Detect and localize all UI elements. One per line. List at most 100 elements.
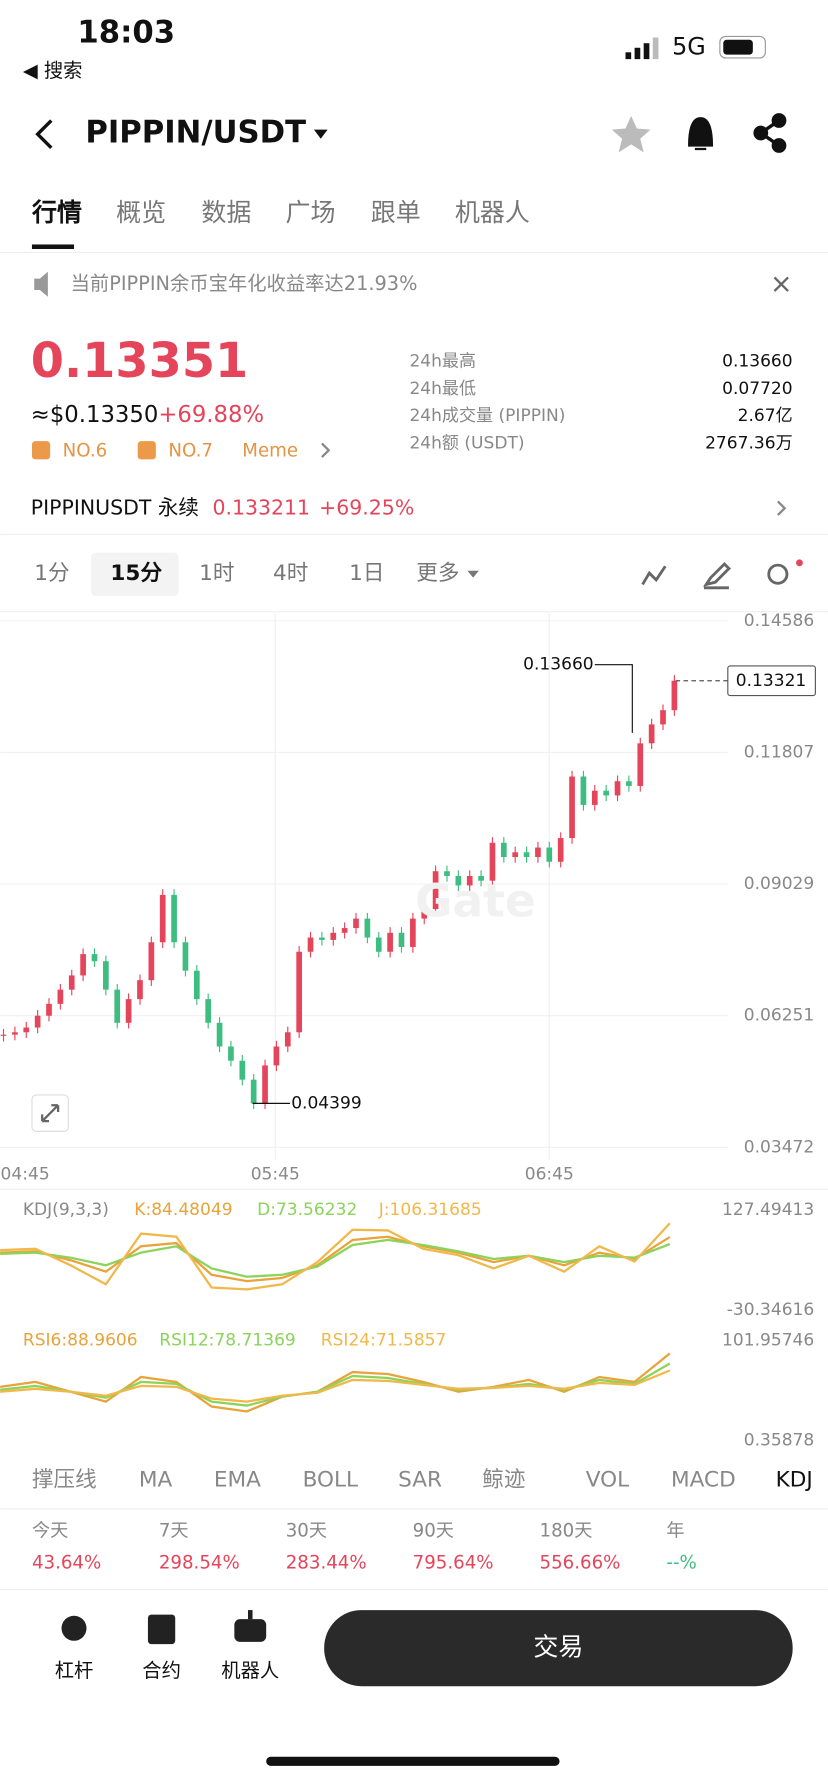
perp-row[interactable]: PIPPINUSDT 永续 0.133211 +69.25% <box>31 495 414 519</box>
interval[interactable]: 1时 <box>199 561 234 586</box>
interval[interactable]: 更多 <box>416 561 459 586</box>
candle <box>660 710 666 725</box>
stat-value: 0.07720 <box>722 379 793 399</box>
candle <box>591 790 598 805</box>
candle <box>421 909 428 919</box>
candle <box>466 875 473 886</box>
tab[interactable]: 跟单 <box>371 198 421 227</box>
candle <box>341 928 348 933</box>
pair-title[interactable]: PIPPIN/USDT <box>85 116 306 151</box>
tab[interactable]: 行情 <box>31 198 82 227</box>
notice: 当前PIPPIN余币宝年化收益率达21.93% <box>71 272 418 295</box>
indicator-tab[interactable]: BOLL <box>303 1467 359 1492</box>
candle <box>307 937 314 952</box>
candle <box>398 932 405 948</box>
candle <box>557 838 564 862</box>
interval[interactable]: 4时 <box>273 561 308 586</box>
indicator-tab[interactable]: SAR <box>398 1467 442 1492</box>
indicator-tab[interactable]: 撑压线 <box>32 1467 97 1492</box>
x-tick-label: 05:45 <box>251 1165 300 1185</box>
tag[interactable]: NO.6 <box>63 440 108 461</box>
indicator-tab[interactable]: EMA <box>214 1467 261 1492</box>
high-label: 0.13660 <box>523 655 594 675</box>
stats: 24h最高 0.13660 24h最低 0.07720 24h成交量 (PIPPIN) 2… <box>409 352 792 454</box>
tags-more[interactable] <box>321 442 331 458</box>
candle <box>500 842 507 858</box>
speaker-icon <box>34 271 48 297</box>
indicator-tab[interactable]: 鲸迹 <box>482 1467 525 1492</box>
indicator-tab[interactable]: MA <box>139 1467 173 1492</box>
candle <box>216 1022 223 1047</box>
tag-icon <box>31 441 51 460</box>
candle <box>387 932 393 952</box>
stat-value: 2.67亿 <box>738 406 793 426</box>
perp-price: 0.133211 <box>212 495 310 519</box>
interval[interactable]: 15分 <box>110 561 162 586</box>
indicator-tool[interactable] <box>641 565 667 586</box>
indicator-tab[interactable]: KDJ <box>776 1467 813 1492</box>
candle <box>364 918 371 938</box>
battery <box>719 35 766 59</box>
time: 18:03 <box>77 16 175 51</box>
share[interactable] <box>753 113 787 153</box>
candle <box>569 776 575 839</box>
indicator-line <box>0 1238 671 1278</box>
interval[interactable]: 1日 <box>349 561 384 586</box>
candle <box>523 852 530 858</box>
trade-button[interactable] <box>324 1610 793 1687</box>
perf-value: 43.64% <box>32 1552 101 1573</box>
perp-arrow[interactable] <box>777 500 787 516</box>
draw-tool[interactable] <box>703 561 731 590</box>
candle <box>637 743 644 786</box>
tab[interactable]: 数据 <box>201 198 251 227</box>
perf-label: 180天 <box>540 1521 593 1542</box>
action-label[interactable]: 机器人 <box>221 1659 279 1682</box>
action-label[interactable]: 合约 <box>142 1659 181 1682</box>
candle <box>319 937 325 940</box>
back-arrow[interactable] <box>35 119 53 150</box>
indicator-tab[interactable]: MACD <box>671 1467 736 1492</box>
candle <box>603 790 610 796</box>
candle <box>614 781 621 796</box>
intervals: 1分 15分 1时 4时 1日 更多 <box>34 561 479 586</box>
interval[interactable]: 1分 <box>34 561 69 586</box>
perf-label: 90天 <box>413 1521 454 1542</box>
network: 5G <box>672 32 706 60</box>
stat-value: 0.13660 <box>722 352 793 372</box>
candle <box>57 989 64 1004</box>
candle <box>546 847 553 862</box>
interval-selected-bg <box>91 552 179 596</box>
signal <box>625 37 659 60</box>
indicator-tab[interactable]: VOL <box>586 1467 629 1492</box>
tab[interactable]: 广场 <box>286 198 336 227</box>
tab[interactable]: 概览 <box>116 198 166 227</box>
close-notice[interactable] <box>773 276 789 292</box>
alert[interactable] <box>688 117 714 151</box>
perf-value: 556.66% <box>540 1552 621 1573</box>
favorite[interactable] <box>611 115 651 153</box>
stat-label: 24h最高 <box>409 352 476 372</box>
tag[interactable]: NO.7 <box>168 440 213 461</box>
change: +69.88% <box>158 402 264 428</box>
indicator-panels: KDJ(9,3,3) 127.49413 -30.34616 K:84.48049 D:… <box>0 1200 814 1451</box>
y-tick-label: 0.11807 <box>744 742 815 762</box>
candle <box>182 942 189 971</box>
y-tick-label: 0.14586 <box>744 611 815 631</box>
perf-label: 今天 <box>32 1521 68 1542</box>
candle <box>455 875 462 886</box>
candle <box>580 776 587 805</box>
tag[interactable]: Meme <box>242 440 298 461</box>
tab[interactable]: 机器人 <box>455 198 530 227</box>
dropdown[interactable] <box>313 129 328 139</box>
candle <box>512 852 519 858</box>
series-label: RSI6:88.9606 <box>23 1331 138 1351</box>
action-label[interactable]: 杠杆 <box>55 1659 94 1682</box>
settings[interactable] <box>767 563 789 585</box>
tags: NO.6 NO.7 Meme <box>31 440 298 461</box>
panel-max: 101.95746 <box>722 1331 814 1351</box>
usd: ≈$0.13350 <box>31 402 159 428</box>
candle <box>296 951 302 1033</box>
back-search[interactable]: ◀ 搜索 <box>23 59 83 82</box>
candle <box>444 871 450 876</box>
